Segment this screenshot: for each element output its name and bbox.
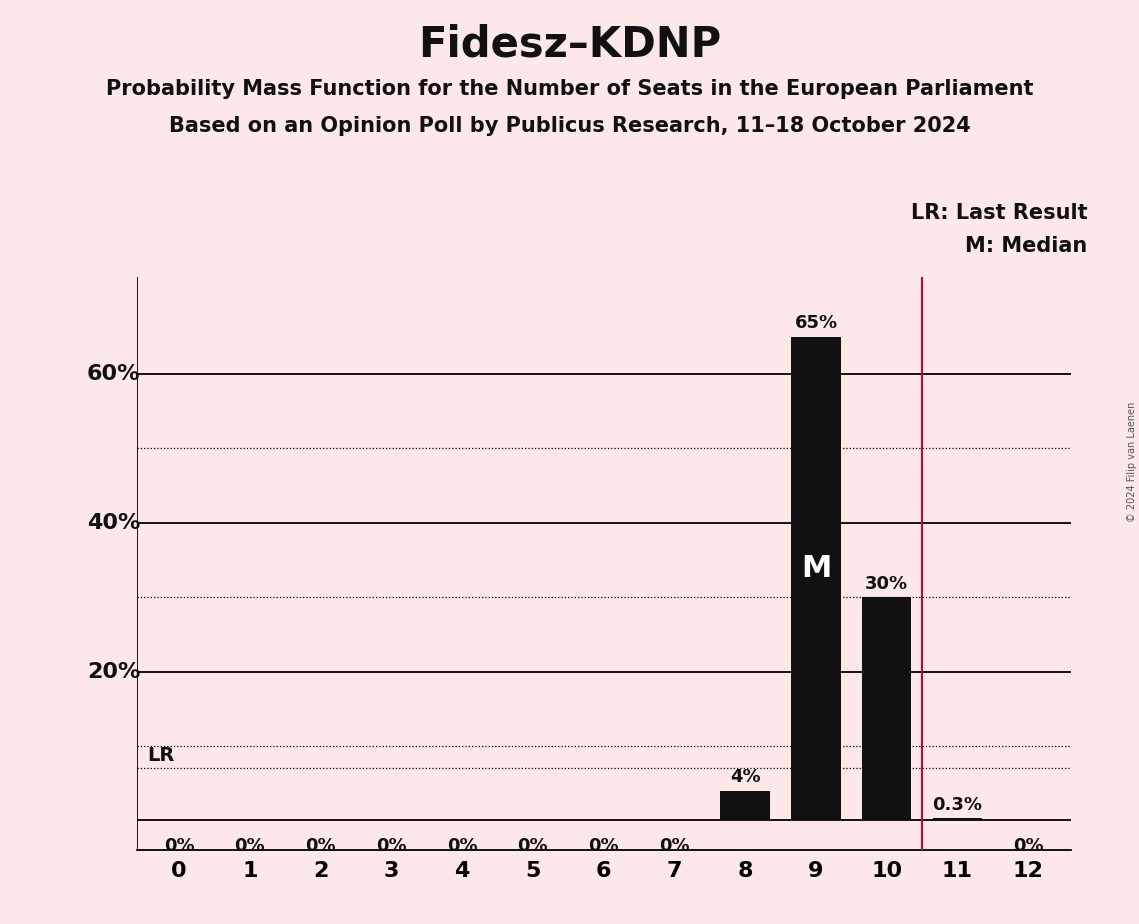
Text: 0%: 0%: [235, 837, 265, 855]
Text: Based on an Opinion Poll by Publicus Research, 11–18 October 2024: Based on an Opinion Poll by Publicus Res…: [169, 116, 970, 136]
Text: 30%: 30%: [866, 575, 908, 592]
Text: 0.3%: 0.3%: [933, 796, 983, 814]
Bar: [862, 597, 911, 821]
Text: M: Median: M: Median: [966, 236, 1088, 256]
Text: 4%: 4%: [730, 768, 761, 786]
Text: LR: LR: [147, 746, 174, 764]
Text: 60%: 60%: [87, 364, 140, 383]
Bar: [720, 791, 770, 821]
Text: 0%: 0%: [376, 837, 407, 855]
Text: 0%: 0%: [1013, 837, 1043, 855]
Text: 65%: 65%: [794, 314, 837, 333]
Text: 0%: 0%: [659, 837, 690, 855]
Bar: [792, 336, 841, 821]
Text: 20%: 20%: [87, 662, 140, 682]
Text: Fidesz–KDNP: Fidesz–KDNP: [418, 23, 721, 65]
Text: 0%: 0%: [305, 837, 336, 855]
Text: Probability Mass Function for the Number of Seats in the European Parliament: Probability Mass Function for the Number…: [106, 79, 1033, 99]
Text: 0%: 0%: [164, 837, 195, 855]
Bar: [933, 818, 982, 821]
Text: © 2024 Filip van Laenen: © 2024 Filip van Laenen: [1126, 402, 1137, 522]
Text: M: M: [801, 554, 831, 583]
Text: LR: Last Result: LR: Last Result: [911, 203, 1088, 224]
Text: 0%: 0%: [589, 837, 618, 855]
Text: 40%: 40%: [87, 513, 140, 533]
Text: 0%: 0%: [446, 837, 477, 855]
Text: 0%: 0%: [517, 837, 548, 855]
